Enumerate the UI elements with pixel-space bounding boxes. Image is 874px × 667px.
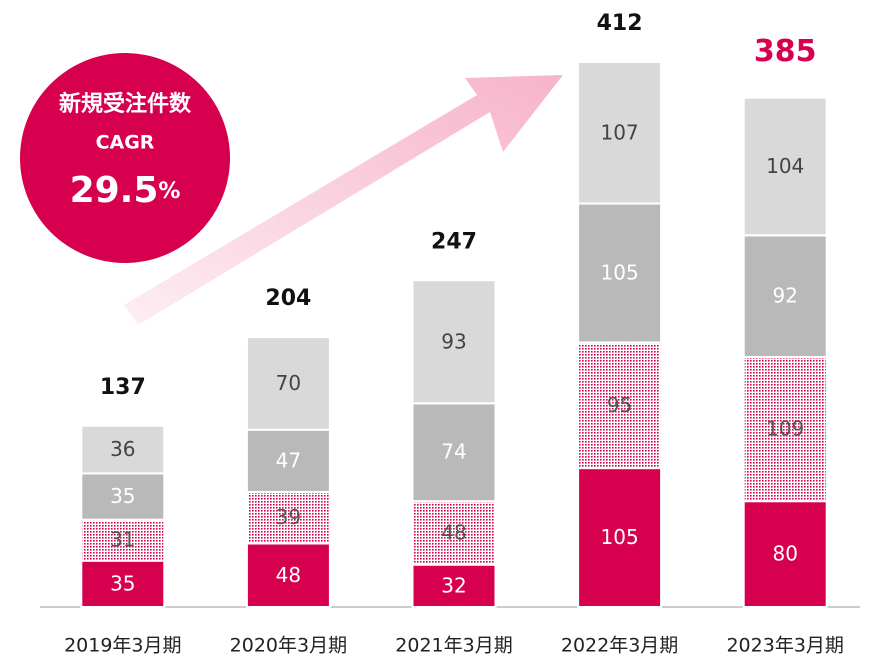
- total-label: 247: [431, 229, 477, 254]
- badge-circle: [20, 53, 230, 263]
- bar-segment: [742, 355, 828, 503]
- badge-value: 29.5%: [70, 170, 181, 211]
- bar-segment: [742, 96, 828, 237]
- x-tick-label: 2020年3月期: [230, 635, 347, 657]
- segment-label: 35: [110, 484, 135, 508]
- segment-label: 48: [276, 563, 301, 587]
- segment-label: 70: [276, 371, 301, 395]
- segment-label: 48: [441, 520, 466, 544]
- x-tick-label: 2019年3月期: [64, 635, 181, 657]
- x-tick-label: 2023年3月期: [726, 635, 843, 657]
- bar-segment: [245, 542, 331, 609]
- badge-label: 新規受注件数: [59, 91, 192, 117]
- segment-label: 93: [441, 329, 466, 353]
- segment-label: 36: [110, 437, 135, 461]
- segment-label: 47: [276, 448, 301, 472]
- bar-segment: [245, 336, 331, 431]
- bar-segment: [80, 424, 166, 475]
- segment-label: 80: [772, 542, 797, 566]
- segment-label: 31: [110, 528, 135, 552]
- segment-label: 109: [766, 417, 804, 441]
- trend-arrow: [124, 75, 563, 325]
- segment-label: 95: [607, 393, 632, 417]
- segment-label: 39: [276, 505, 301, 529]
- segment-label: 35: [110, 571, 135, 595]
- bar-segment: [245, 428, 331, 493]
- bar-segment: [245, 490, 331, 545]
- bar-segment: [411, 279, 497, 405]
- bar-segment: [742, 500, 828, 608]
- segment-label: 105: [601, 525, 639, 549]
- segment-label: 105: [601, 260, 639, 284]
- bar-segment: [577, 202, 663, 344]
- total-label: 412: [597, 11, 643, 36]
- bar-segment: [80, 518, 166, 562]
- x-tick-label: 2022年3月期: [561, 635, 678, 657]
- segment-label: 104: [766, 154, 804, 178]
- segment-label: 92: [772, 284, 797, 308]
- bar-segment: [577, 341, 663, 470]
- bar-segment: [411, 500, 497, 566]
- segment-label: 107: [601, 120, 639, 144]
- segment-label: 74: [441, 440, 466, 464]
- bar-segment: [80, 472, 166, 521]
- bar-segment: [742, 234, 828, 358]
- total-label: 204: [265, 286, 311, 311]
- bar-segment: [577, 467, 663, 608]
- badge-number: 29.5: [70, 170, 159, 211]
- total-label: 385: [754, 34, 817, 69]
- badge-unit: %: [158, 179, 180, 204]
- bar-segment: [411, 402, 497, 503]
- x-tick-label: 2021年3月期: [395, 635, 512, 657]
- badge-sublabel: CAGR: [96, 132, 155, 154]
- total-label: 137: [100, 375, 146, 400]
- bar-segment: [577, 61, 663, 205]
- segment-label: 32: [441, 573, 466, 597]
